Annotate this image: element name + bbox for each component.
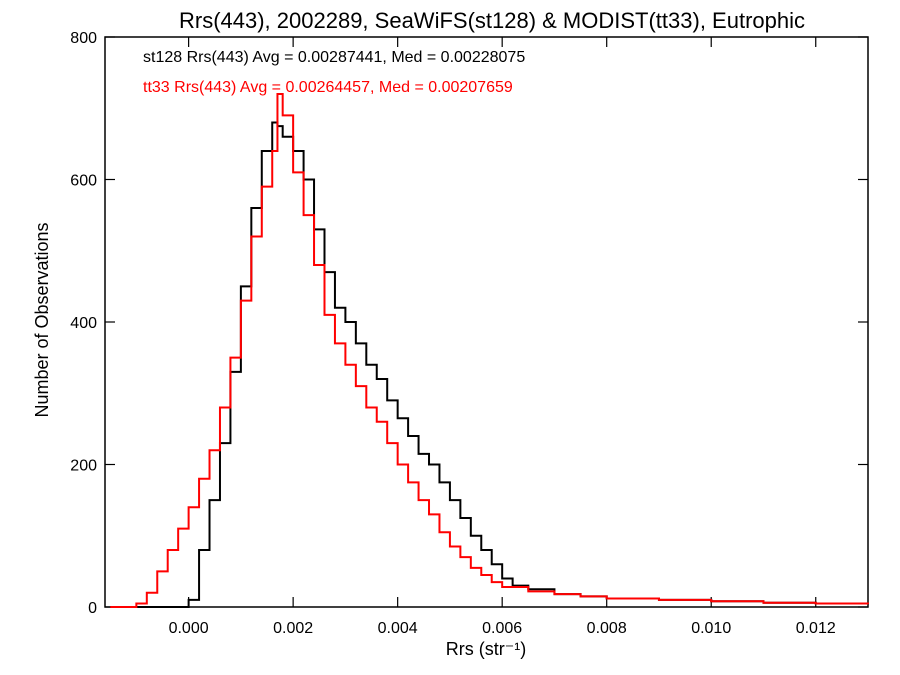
y-tick-label: 200 [70, 458, 97, 475]
y-tick-label: 0 [88, 600, 97, 617]
x-axis-label: Rrs (str⁻¹) [446, 639, 526, 659]
y-tick-label: 800 [70, 30, 97, 47]
chart-title: Rrs(443), 2002289, SeaWiFS(st128) & MODI… [179, 8, 805, 33]
x-tick-label: 0.012 [796, 620, 836, 637]
annotation-st128: st128 Rrs(443) Avg = 0.00287441, Med = 0… [143, 49, 525, 66]
x-tick-label: 0.010 [691, 620, 731, 637]
series-layer [110, 93, 869, 608]
annotation-tt33: tt33 Rrs(443) Avg = 0.00264457, Med = 0.… [143, 79, 513, 96]
x-tick-label: 0.000 [169, 620, 209, 637]
tick-labels: 0.000 0.002 0.004 0.006 0.008 0.010 0.012 0 200 4… [70, 30, 836, 637]
x-tick-label: 0.004 [378, 620, 418, 637]
x-tick-label: 0.002 [273, 620, 313, 637]
y-tick-label: 400 [70, 315, 97, 332]
x-tick-label: 0.008 [587, 620, 627, 637]
x-tick-label: 0.006 [482, 620, 522, 637]
y-axis-label: Number of Observations [32, 222, 52, 417]
plot-frame [104, 36, 869, 608]
y-tick-label: 600 [70, 173, 97, 190]
series-tt33-histogram [110, 93, 869, 608]
series-st128-histogram [110, 121, 869, 608]
axis-ticks [105, 36, 868, 608]
